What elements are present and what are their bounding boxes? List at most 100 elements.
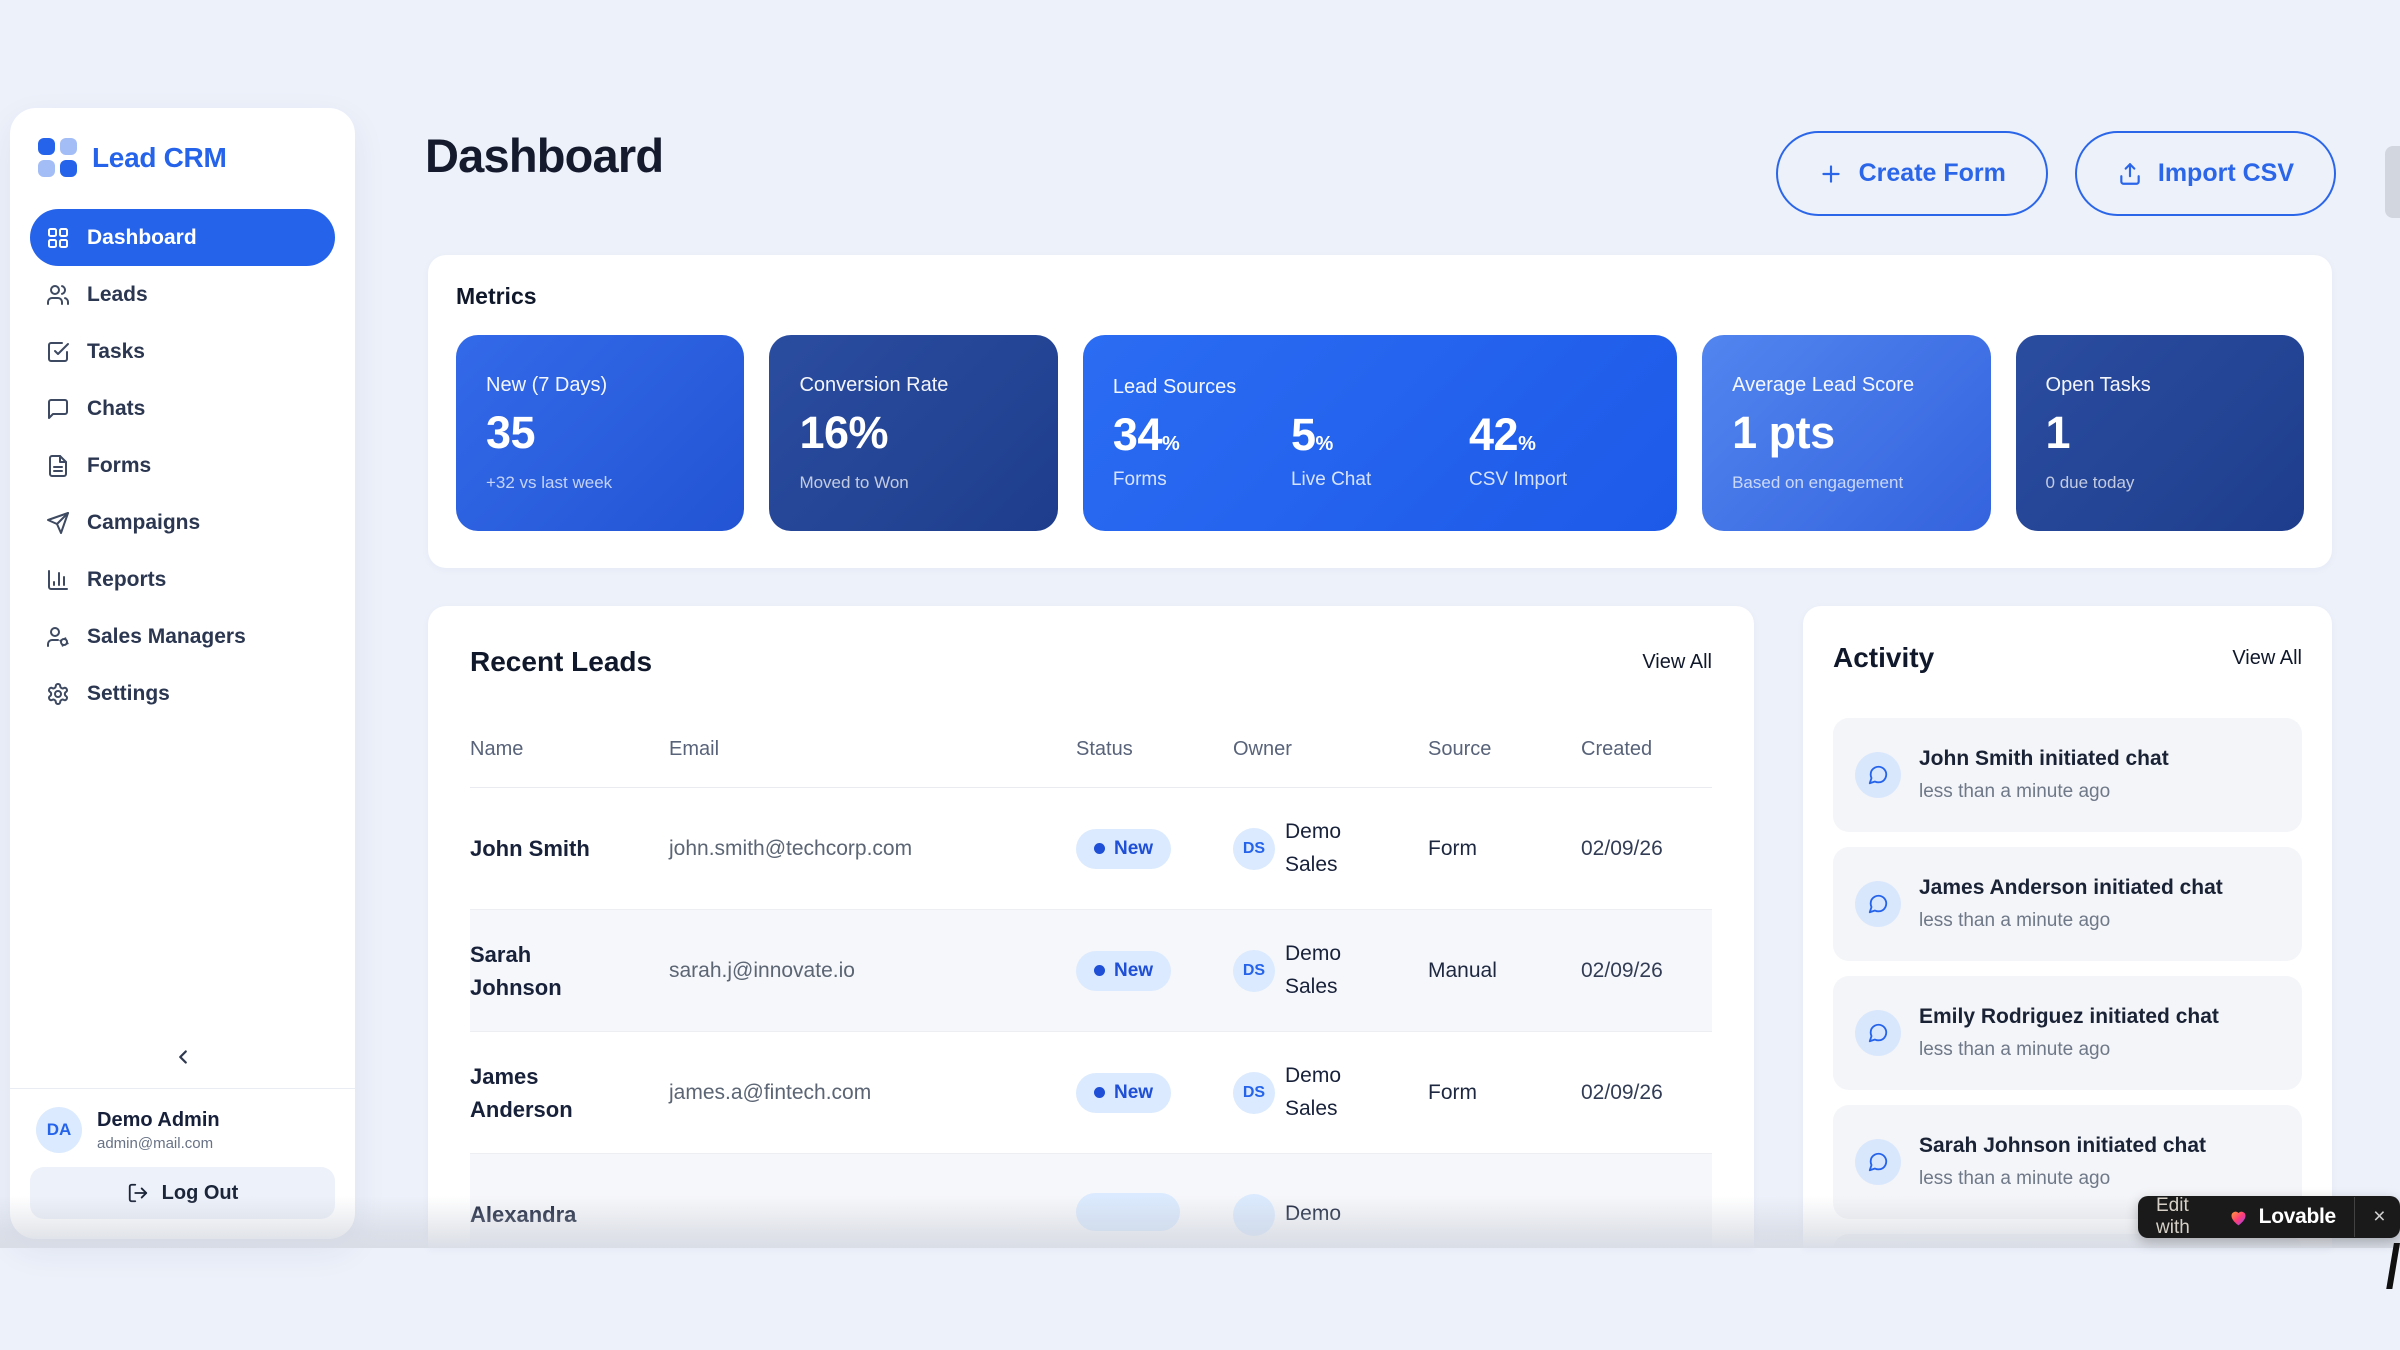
gear-icon xyxy=(46,682,70,706)
metrics-title: Metrics xyxy=(456,283,537,309)
sidebar: Lead CRM Dashboard Leads Tasks Chats xyxy=(10,108,355,1239)
list-item: Emily Rodriguez initiated chat less than… xyxy=(1833,976,2302,1090)
sidebar-item-settings[interactable]: Settings xyxy=(30,665,335,722)
column-header-email: Email xyxy=(669,738,720,760)
lovable-badge-brand: Lovable xyxy=(2258,1205,2337,1228)
app-title: Lead CRM xyxy=(92,141,227,173)
send-icon xyxy=(46,511,70,535)
metric-subtext: 0 due today xyxy=(2045,472,2135,492)
table-row[interactable]: James Anderson james.a@fintech.com New D… xyxy=(470,1032,1712,1154)
sidebar-item-label: Sales Managers xyxy=(87,624,246,648)
metric-label: Average Lead Score xyxy=(1732,373,1915,396)
sidebar-divider xyxy=(10,1088,355,1089)
chat-bubble-icon xyxy=(1855,1010,1901,1056)
sidebar-item-label: Forms xyxy=(87,453,152,477)
column-header-source: Source xyxy=(1428,738,1492,760)
lead-source-stat-csv-import: 42% CSV Import xyxy=(1469,408,1568,490)
list-item: James Anderson initiated chat less than … xyxy=(1833,847,2302,961)
check-square-icon xyxy=(46,340,70,364)
logout-button[interactable]: Log Out xyxy=(30,1167,335,1219)
metric-subtext: Based on engagement xyxy=(1732,472,1904,492)
sidebar-item-leads[interactable]: Leads xyxy=(30,266,335,323)
upload-icon xyxy=(2117,161,2143,187)
bar-chart-icon xyxy=(46,568,70,592)
close-icon[interactable]: × xyxy=(2373,1205,2386,1228)
sidebar-item-label: Campaigns xyxy=(87,510,201,534)
sidebar-item-label: Tasks xyxy=(87,339,145,363)
metric-label: Lead Sources xyxy=(1112,375,1237,398)
chevron-left-icon xyxy=(172,1046,194,1068)
metric-value: 16% xyxy=(799,406,889,458)
activity-timestamp: less than a minute ago xyxy=(1919,781,2111,802)
metric-subtext: +32 vs last week xyxy=(486,472,613,492)
lead-email: john.smith@techcorp.com xyxy=(669,836,913,860)
status-badge: New xyxy=(1076,828,1172,869)
chat-bubble-icon xyxy=(1855,752,1901,798)
table-row[interactable]: John Smith john.smith@techcorp.com New D… xyxy=(470,788,1712,910)
lead-source: Form xyxy=(1428,836,1477,860)
chat-bubble-icon xyxy=(1855,1139,1901,1185)
table-row[interactable]: Sarah Johnson sarah.j@innovate.io New DS… xyxy=(470,910,1712,1032)
create-form-button[interactable]: Create Form xyxy=(1775,131,2048,216)
lead-name: Alexandra xyxy=(470,1202,577,1227)
status-badge xyxy=(1076,1193,1180,1231)
lead-email: james.a@fintech.com xyxy=(669,1080,872,1104)
list-item: John Smith initiated chat less than a mi… xyxy=(1833,718,2302,832)
plus-icon xyxy=(1818,161,1844,187)
sidebar-item-reports[interactable]: Reports xyxy=(30,551,335,608)
recent-leads-view-all-link[interactable]: View All xyxy=(1642,650,1712,673)
sidebar-nav: Dashboard Leads Tasks Chats Forms xyxy=(30,209,335,722)
owner-avatar: DS xyxy=(1233,949,1275,992)
logout-icon xyxy=(127,1182,149,1204)
metric-card-lead-sources: Lead Sources 34% Forms 5% Live Chat 42% … xyxy=(1082,335,1678,531)
activity-text: Sarah Johnson initiated chat xyxy=(1919,1134,2207,1157)
sidebar-collapse-button[interactable] xyxy=(30,1036,335,1078)
metric-value: 1 xyxy=(2045,406,2071,458)
status-dot-icon xyxy=(1094,843,1105,854)
sidebar-item-label: Settings xyxy=(87,681,170,705)
logout-label: Log Out xyxy=(161,1181,239,1204)
user-cog-icon xyxy=(46,625,70,649)
column-header-name: Name xyxy=(470,738,524,760)
scrollbar-thumb[interactable] xyxy=(2385,146,2400,218)
activity-panel: Activity View All John Smith initiated c… xyxy=(1803,606,2332,1248)
lead-name: John Smith xyxy=(470,836,590,861)
import-csv-button[interactable]: Import CSV xyxy=(2074,131,2336,216)
import-csv-label: Import CSV xyxy=(2157,159,2294,187)
owner-name: Demo Sales xyxy=(1285,1063,1342,1120)
activity-timestamp: less than a minute ago xyxy=(1919,1168,2111,1189)
users-icon xyxy=(46,283,70,307)
lead-crm-logo-icon xyxy=(38,138,77,177)
user-profile[interactable]: DA Demo Admin admin@mail.com xyxy=(30,1089,335,1167)
lead-created: 02/09/26 xyxy=(1581,1080,1663,1104)
lovable-heart-icon xyxy=(2228,1207,2249,1228)
lead-email: sarah.j@innovate.io xyxy=(669,958,855,982)
lead-source: Form xyxy=(1428,1080,1477,1104)
recent-leads-panel: Recent Leads View All Name Email Status … xyxy=(428,606,1754,1248)
activity-view-all-link[interactable]: View All xyxy=(2232,646,2302,669)
chat-bubble-icon xyxy=(1855,881,1901,927)
user-name: Demo Admin xyxy=(97,1108,220,1131)
table-row[interactable]: Alexandra Demo xyxy=(470,1154,1712,1248)
sidebar-item-chats[interactable]: Chats xyxy=(30,380,335,437)
column-header-status: Status xyxy=(1076,738,1133,760)
metric-value: 35 xyxy=(486,406,536,458)
activity-text: James Anderson initiated chat xyxy=(1919,876,2223,899)
leads-table-header: Name Email Status Owner Source Created xyxy=(470,738,1712,788)
sidebar-item-tasks[interactable]: Tasks xyxy=(30,323,335,380)
sidebar-item-sales-managers[interactable]: Sales Managers xyxy=(30,608,335,665)
activity-text: Emily Rodriguez initiated chat xyxy=(1919,1005,2219,1028)
sidebar-item-dashboard[interactable]: Dashboard xyxy=(30,209,335,266)
metric-card-conversion-rate: Conversion Rate 16% Moved to Won xyxy=(769,335,1058,531)
metric-card-average-lead-score: Average Lead Score 1 pts Based on engage… xyxy=(1702,335,1991,531)
lead-sources-stats: 34% Forms 5% Live Chat 42% CSV Import xyxy=(1113,409,1647,491)
sidebar-item-campaigns[interactable]: Campaigns xyxy=(30,494,335,551)
header-actions: Create Form Import CSV xyxy=(1775,131,2336,216)
lovable-badge-divider xyxy=(2353,1197,2355,1237)
activity-text: John Smith initiated chat xyxy=(1919,747,2169,770)
sidebar-item-forms[interactable]: Forms xyxy=(30,437,335,494)
status-badge: New xyxy=(1076,950,1172,991)
owner-name: Demo Sales xyxy=(1285,819,1342,876)
page-title: Dashboard xyxy=(425,129,664,182)
edit-with-lovable-badge[interactable]: Edit with Lovable × xyxy=(2138,1195,2400,1238)
